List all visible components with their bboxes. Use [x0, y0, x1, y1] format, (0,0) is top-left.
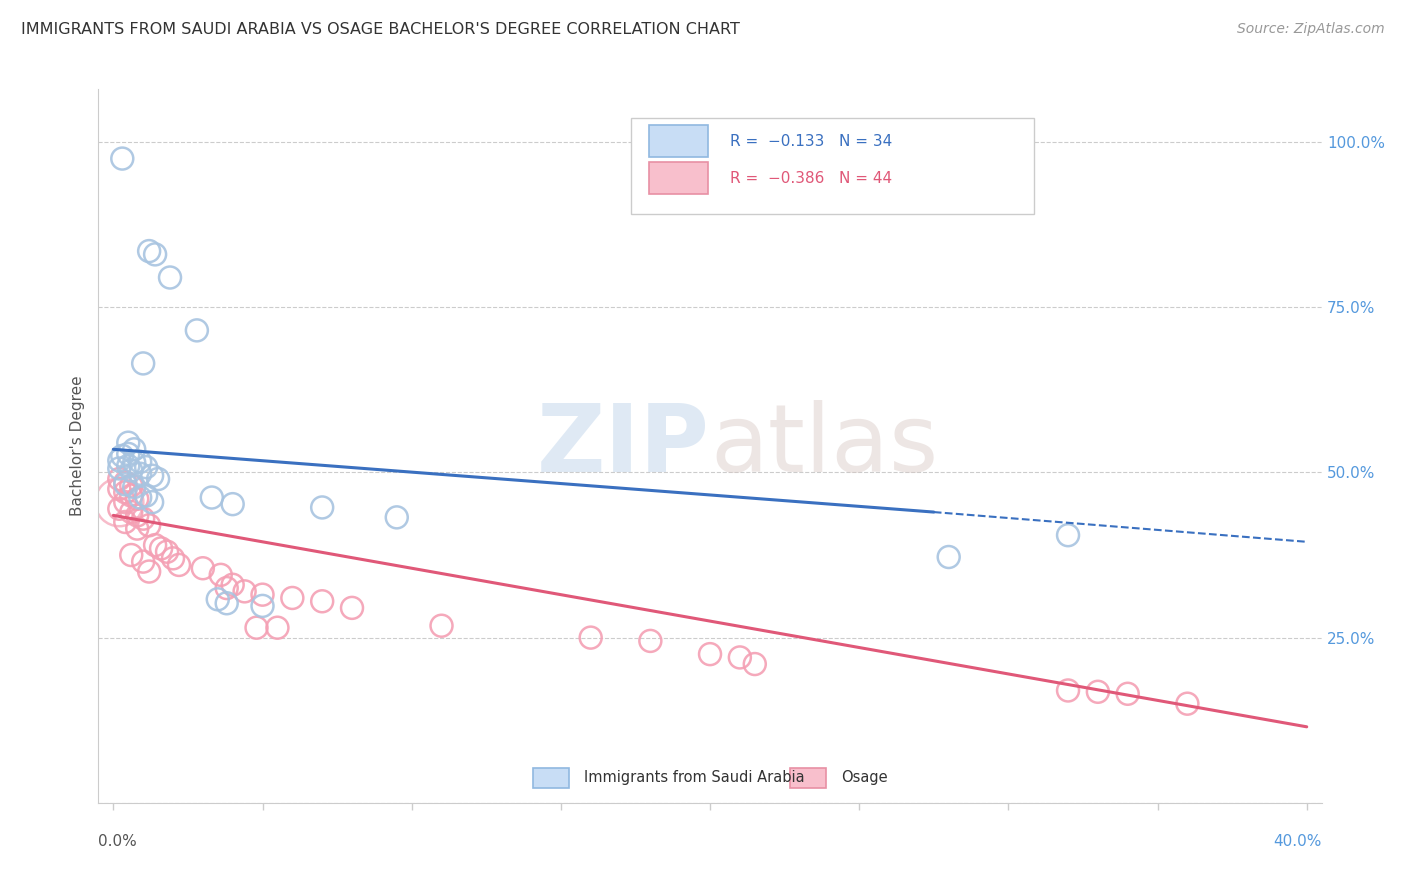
Point [146, 472, 169, 486]
Point [129, 491, 152, 505]
FancyBboxPatch shape [630, 118, 1035, 214]
Point [108, 453, 131, 467]
Point [1057, 528, 1080, 542]
Point [640, 634, 662, 648]
Point [138, 565, 160, 579]
Point [1057, 683, 1080, 698]
FancyBboxPatch shape [650, 125, 707, 157]
Point [114, 495, 136, 509]
Point [233, 584, 256, 599]
Text: R =  −0.133   N = 34: R = −0.133 N = 34 [730, 134, 891, 149]
Point [728, 650, 751, 665]
Point [129, 467, 152, 481]
Point [938, 549, 960, 564]
Point [111, 449, 134, 463]
Point [138, 518, 160, 533]
Point [221, 497, 243, 511]
Point [311, 500, 333, 515]
FancyBboxPatch shape [790, 768, 827, 788]
Point [108, 501, 131, 516]
Point [114, 475, 136, 490]
Point [127, 522, 149, 536]
Point [122, 456, 145, 470]
Point [215, 596, 238, 610]
Point [135, 460, 157, 475]
Point [120, 489, 142, 503]
Point [159, 270, 181, 285]
Point [156, 545, 179, 559]
Point [138, 244, 160, 258]
Point [117, 447, 139, 461]
Point [120, 463, 142, 477]
Point [122, 442, 145, 457]
Point [1177, 697, 1199, 711]
Point [186, 323, 208, 337]
Point [1087, 685, 1109, 699]
Point [141, 468, 163, 483]
Point [114, 515, 136, 529]
Point [245, 621, 267, 635]
Point [108, 461, 131, 475]
Text: 0.0%: 0.0% [98, 834, 138, 849]
Point [132, 511, 155, 525]
Point [132, 555, 155, 569]
Y-axis label: Bachelor's Degree: Bachelor's Degree [70, 376, 86, 516]
Point [221, 578, 243, 592]
Point [281, 591, 304, 605]
Point [117, 458, 139, 473]
Point [385, 510, 408, 524]
Point [135, 489, 157, 503]
Text: Osage: Osage [841, 771, 887, 785]
FancyBboxPatch shape [533, 768, 569, 788]
Point [191, 561, 214, 575]
Point [127, 508, 149, 523]
Point [129, 455, 152, 469]
Point [209, 567, 232, 582]
Point [699, 647, 721, 661]
Point [162, 551, 184, 566]
Point [201, 491, 224, 505]
Point [744, 657, 766, 671]
Text: Source: ZipAtlas.com: Source: ZipAtlas.com [1237, 22, 1385, 37]
Point [579, 631, 602, 645]
Point [311, 594, 333, 608]
Point [108, 495, 131, 509]
Point [127, 491, 149, 506]
Point [114, 485, 136, 500]
Point [120, 505, 142, 519]
Point [1116, 687, 1139, 701]
Point [266, 621, 288, 635]
Point [207, 592, 229, 607]
Point [167, 558, 190, 572]
Text: atlas: atlas [710, 400, 938, 492]
Point [120, 548, 142, 562]
Point [122, 480, 145, 494]
Point [252, 588, 274, 602]
Point [252, 599, 274, 613]
Point [117, 435, 139, 450]
Point [215, 581, 238, 595]
Point [141, 495, 163, 509]
Text: IMMIGRANTS FROM SAUDI ARABIA VS OSAGE BACHELOR'S DEGREE CORRELATION CHART: IMMIGRANTS FROM SAUDI ARABIA VS OSAGE BA… [21, 22, 740, 37]
Point [340, 600, 363, 615]
Point [108, 482, 131, 496]
Point [120, 478, 142, 492]
Text: ZIP: ZIP [537, 400, 710, 492]
Point [114, 477, 136, 491]
Point [143, 247, 166, 261]
Text: 40.0%: 40.0% [1274, 834, 1322, 849]
Point [108, 472, 131, 486]
Point [430, 618, 453, 632]
Point [132, 356, 155, 370]
FancyBboxPatch shape [650, 162, 707, 194]
Text: R =  −0.386   N = 44: R = −0.386 N = 44 [730, 171, 891, 186]
Point [150, 541, 173, 556]
Point [143, 538, 166, 552]
Text: Immigrants from Saudi Arabia: Immigrants from Saudi Arabia [583, 771, 804, 785]
Point [111, 152, 134, 166]
